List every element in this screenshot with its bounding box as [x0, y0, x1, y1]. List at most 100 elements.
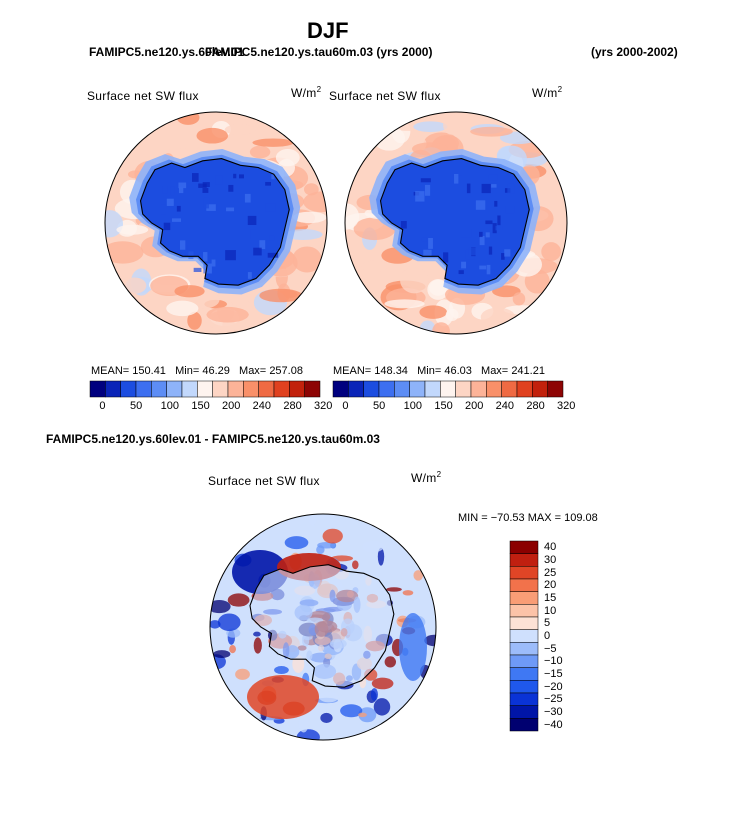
diff-map-anomaly-patch — [377, 547, 385, 566]
left-map-ocean-patch — [249, 145, 271, 159]
left-colorbar-cell — [212, 380, 229, 398]
left-colorbar-tick-label: 200 — [222, 400, 241, 412]
left-colorbar-cell — [120, 380, 137, 398]
left-map-ocean-patch — [206, 306, 249, 323]
left-map-continent-cell — [203, 197, 210, 209]
right-map-ocean-patch — [419, 305, 448, 319]
right-map-continent-cell — [460, 228, 472, 238]
left-map-ocean-patch — [166, 300, 199, 317]
left-map-ocean-patch — [303, 191, 327, 213]
right-colorbar-tick-label: 50 — [373, 400, 386, 412]
diff-map-anomaly-patch — [316, 545, 325, 555]
right-map-border — [344, 111, 568, 335]
left-map-ocean-patch — [196, 127, 229, 144]
diff-map-anomaly-patch — [352, 560, 359, 570]
diff-map-anomaly-patch — [217, 613, 241, 632]
diff-colorbar-cell — [509, 705, 539, 719]
right-colorbar-cell — [455, 380, 472, 398]
left-map-continent-cell — [179, 240, 186, 250]
right-map-ocean-patch — [432, 322, 450, 334]
left-map-continent-cell — [228, 184, 234, 192]
diff-colorbar-cell — [509, 642, 539, 656]
diff-map-anomaly-patch — [308, 514, 317, 526]
left-map-continent-cell — [198, 183, 207, 188]
left-map-continent-cell — [178, 182, 187, 189]
left-map-continent-cell — [166, 198, 174, 206]
left-map-ocean-patch — [292, 211, 327, 224]
right-map-continent-cell — [421, 237, 427, 242]
right-colorbar-cell — [378, 380, 395, 398]
diff-map-anomaly-patch — [386, 587, 402, 592]
left-colorbar-cell — [243, 380, 259, 398]
diff-colorbar-cell — [509, 654, 539, 668]
right-map-continent-cell — [491, 184, 497, 188]
right-map-ocean-patch — [492, 285, 521, 298]
left-map-continent-cell — [187, 245, 196, 252]
left-stats: MEAN= 150.41 Min= 46.29 Max= 257.08 — [91, 365, 303, 377]
diff-map-anomaly-patch — [358, 712, 367, 718]
diff-map-anomaly-patch — [298, 714, 309, 733]
right-panel-units: W/m2 — [532, 85, 562, 100]
right-colorbar-cell — [363, 380, 380, 398]
right-colorbar-tick-label: 280 — [526, 400, 545, 412]
right-colorbar-tick-label: 150 — [434, 400, 453, 412]
right-map-continent-cell — [488, 246, 493, 255]
left-colorbar-cell — [289, 380, 305, 398]
right-map-ocean-patch — [361, 260, 388, 273]
left-map-continent-cell — [265, 181, 272, 186]
left-colorbar-tick-label: 0 — [99, 400, 106, 412]
right-max-value: 241.21 — [511, 365, 545, 377]
diff-map-anomaly-patch — [274, 666, 289, 674]
diff-colorbar-cell — [509, 692, 539, 706]
right-map-continent-cell — [485, 220, 493, 225]
right-map-ocean-patch — [427, 279, 449, 300]
diff-units-exp: 2 — [436, 470, 442, 479]
left-map-continent-cell — [267, 252, 279, 258]
right-map-ocean-patch — [413, 121, 448, 133]
diff-colorbar-cell — [509, 629, 539, 643]
diff-map-anomaly-patch — [373, 698, 391, 716]
right-map-continent-cell — [400, 220, 407, 229]
left-map-border — [104, 111, 328, 335]
right-map-coastline — [379, 158, 530, 286]
left-colorbar-cell — [273, 380, 290, 398]
diff-map-anomaly-patch — [253, 631, 261, 637]
diff-colorbar-tick-label: −15 — [544, 668, 563, 680]
left-map-ocean-patch — [123, 277, 147, 294]
left-map-continent-cell — [192, 173, 199, 182]
diff-map-anomaly-patch — [213, 650, 231, 659]
diff-colorbar-tick-label: −5 — [544, 642, 557, 655]
right-map-ocean-patch — [400, 267, 429, 294]
left-map-continent-cell — [265, 203, 276, 212]
left-map-ocean-patch — [224, 124, 256, 135]
left-colorbar-tick-label: 100 — [160, 400, 180, 412]
diff-colorbar-cell — [509, 604, 539, 618]
left-map-ocean-patch — [252, 138, 294, 147]
left-max-value: 257.08 — [269, 365, 303, 377]
diff-colorbar-tick-label: −20 — [544, 680, 563, 693]
right-units-text: W/m — [532, 86, 558, 100]
left-units-exp: 2 — [316, 85, 322, 94]
right-map-continent-cell — [461, 261, 467, 269]
diff-colorbar-tick-label: 10 — [544, 604, 557, 617]
right-colorbar-cell — [424, 380, 441, 398]
left-mean-value: 150.41 — [132, 365, 166, 377]
right-map-continent-cell — [485, 232, 490, 238]
case-name-left: FAMIPC5.ne120.ys.60lev.01 — [89, 45, 245, 59]
left-map-continent-cell — [163, 222, 171, 231]
years-label: (yrs 2000-2002) — [591, 45, 678, 59]
right-map-continent-cell — [420, 178, 431, 183]
right-map-continent-cell — [486, 269, 495, 277]
left-map-ocean-patch — [187, 311, 202, 330]
right-map-continent-cell — [501, 253, 505, 260]
left-map-continent-cell — [206, 204, 216, 211]
left-colorbar-cell — [89, 380, 106, 398]
diff-map-anomaly-patch — [227, 593, 250, 607]
left-colorbar-tick-label: 240 — [252, 400, 272, 412]
diff-map-anomaly-patch — [340, 704, 363, 718]
right-map-field — [345, 112, 567, 334]
left-map-continent-cell — [171, 218, 182, 222]
diff-map-pos-feature — [247, 675, 319, 719]
right-mean-label: MEAN= — [333, 365, 372, 377]
